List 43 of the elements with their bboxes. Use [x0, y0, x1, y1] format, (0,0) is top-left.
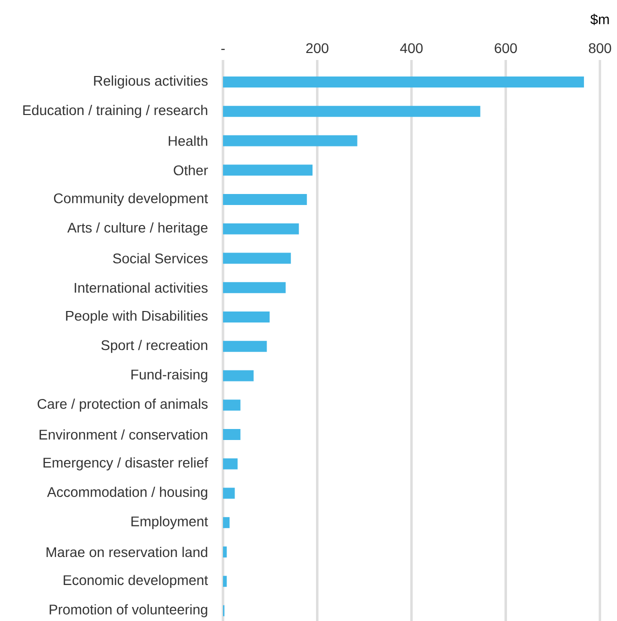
bar: [222, 223, 299, 234]
bar: [222, 164, 313, 176]
bar: [222, 370, 254, 382]
bar: [222, 282, 286, 294]
y-tick-label: International activities: [74, 282, 208, 293]
y-tick-label: Other: [174, 165, 208, 176]
bar: [222, 106, 480, 117]
bar: [222, 252, 291, 264]
y-tick-label: Community development: [54, 192, 208, 206]
y-tick-label: Marae on reservation land: [46, 546, 208, 558]
y-tick-label: Fund-raising: [131, 369, 208, 382]
bar: [222, 546, 227, 558]
y-tick-label: Accommodation / housing: [47, 486, 208, 500]
y-tick-label: Education / training / research: [23, 104, 208, 118]
bar: [222, 517, 230, 528]
y-tick-label: Arts / culture / heritage: [67, 222, 208, 236]
bar: [222, 428, 240, 440]
bar: [222, 458, 238, 470]
y-tick-label: Promotion of volunteering: [50, 604, 208, 618]
bar: [222, 194, 307, 206]
bar: [222, 400, 240, 411]
bar: [222, 340, 267, 352]
y-tick-label: Economic development: [64, 574, 208, 588]
bar: [222, 76, 584, 88]
x-tick-label: 200: [306, 43, 328, 54]
x-axis-title: $m: [590, 14, 609, 26]
bar: [222, 312, 270, 323]
x-tick-label: -: [221, 48, 225, 50]
y-tick-label: Care / protection of animals: [38, 398, 208, 412]
x-tick-label: 800: [588, 43, 612, 54]
x-tick-label: 400: [400, 43, 423, 54]
y-tick-label: Emergency / disaster relief: [44, 457, 208, 470]
y-tick-label: People with Disabilities: [66, 310, 208, 324]
y-tick-label: Social Services: [113, 253, 208, 264]
y-tick-label: Employment: [131, 516, 208, 530]
bar: [222, 576, 227, 587]
bar: [222, 135, 358, 146]
y-tick-label: Health: [168, 136, 208, 146]
bar: [222, 488, 235, 499]
y-tick-label: Sport / recreation: [101, 340, 208, 353]
y-tick-label: Religious activities: [94, 76, 208, 89]
x-tick-label: 600: [494, 43, 517, 54]
y-tick-label: Environment / conservation: [40, 429, 208, 440]
